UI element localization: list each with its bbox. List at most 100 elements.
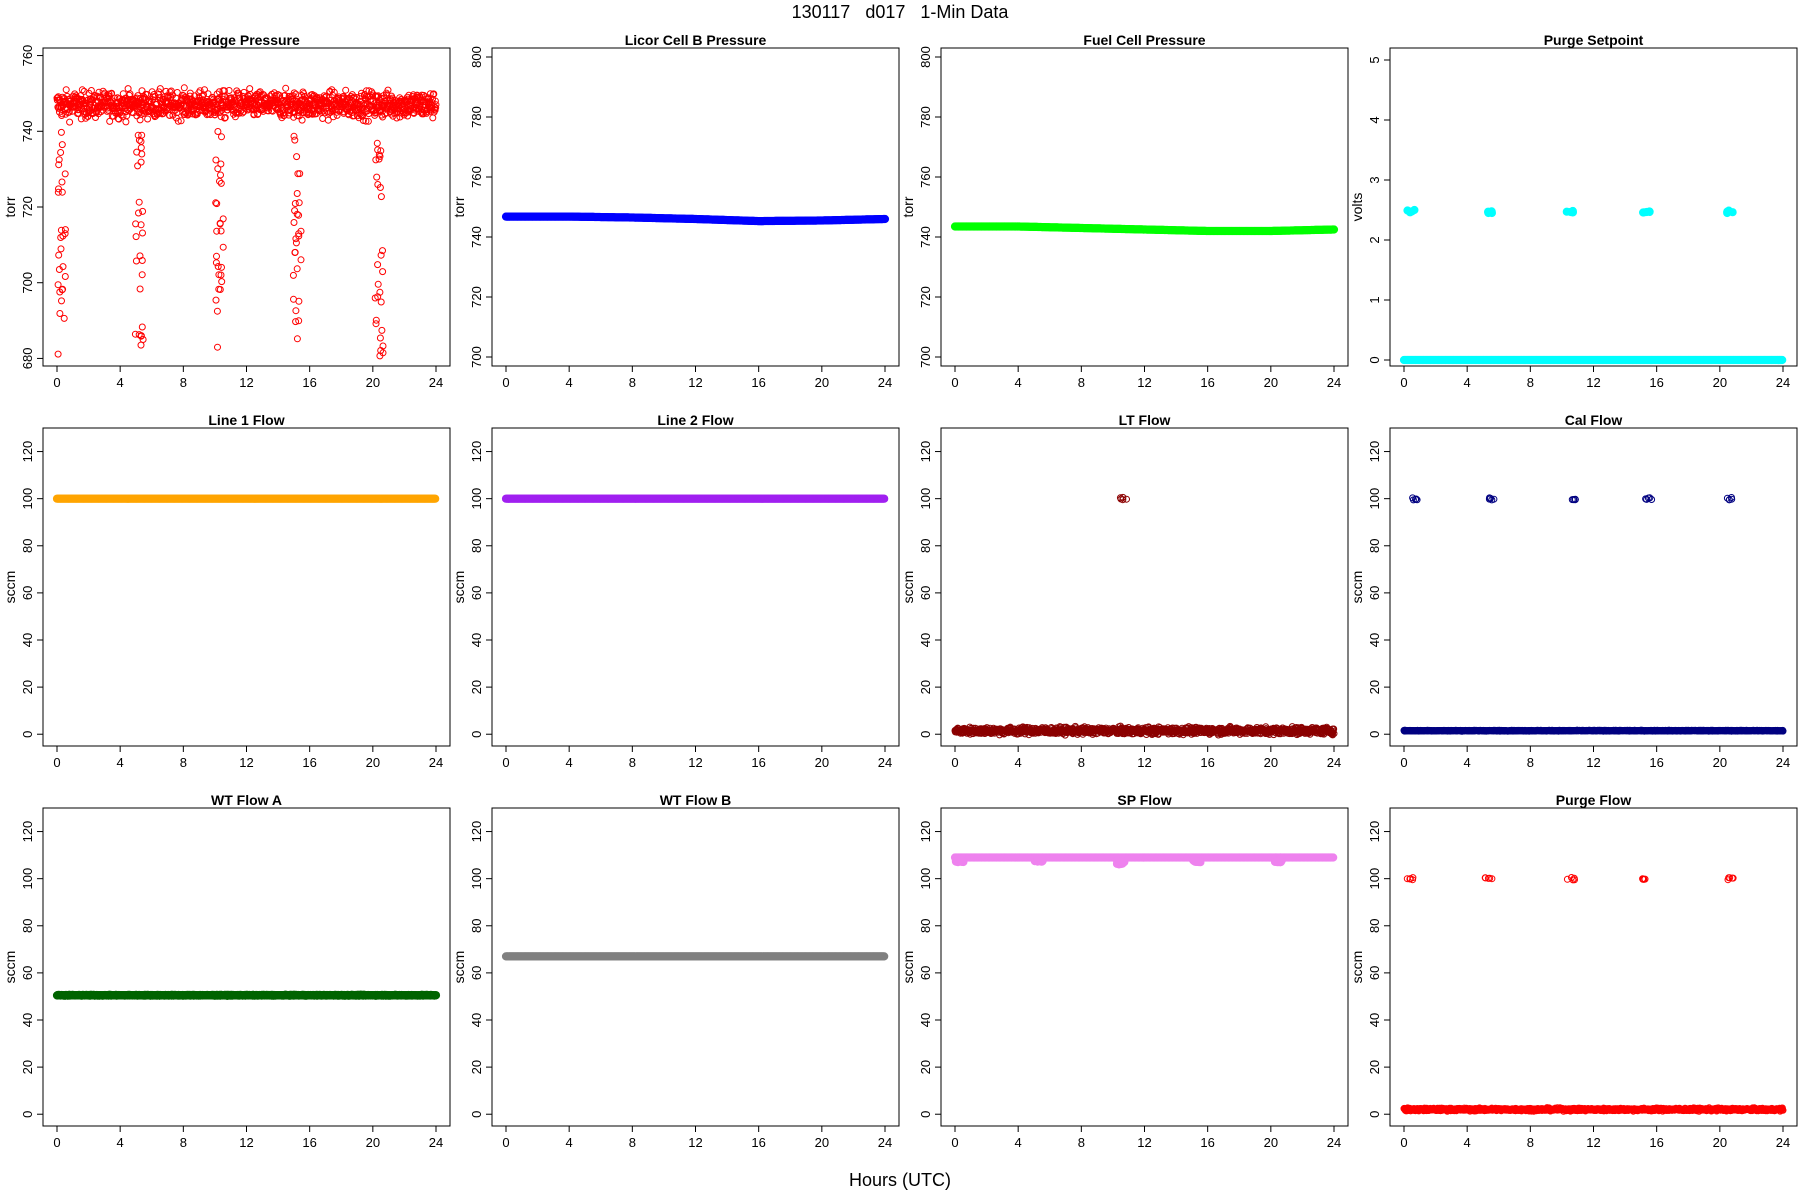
- data-point: [214, 343, 221, 351]
- y-axis-label: sccm: [900, 571, 916, 604]
- data-point: [54, 281, 62, 289]
- x-tick-label: 16: [751, 375, 765, 390]
- data-point: [137, 144, 145, 152]
- data-points: [52, 494, 440, 503]
- panel-title: Line 2 Flow: [657, 412, 733, 428]
- x-tick-label: 0: [502, 755, 509, 770]
- data-point: [135, 331, 143, 339]
- y-tick-label: 760: [20, 45, 35, 67]
- y-tick-label: 680: [20, 348, 35, 370]
- y-tick-label: 0: [918, 731, 933, 738]
- plot-frame: [1389, 47, 1798, 367]
- data-point: [291, 136, 299, 144]
- data-point: [295, 199, 303, 207]
- data-point: [324, 116, 332, 124]
- data-point: [293, 335, 301, 343]
- data-point: [1645, 207, 1654, 216]
- y-tick-label: 20: [918, 680, 933, 694]
- data-point: [213, 200, 221, 208]
- y-tick-label: 700: [469, 346, 484, 368]
- data-point: [57, 149, 65, 156]
- data-point: [99, 87, 107, 95]
- x-tick-label: 16: [1200, 755, 1214, 770]
- data-point: [292, 318, 300, 326]
- x-tick-label: 16: [751, 755, 765, 770]
- data-point: [217, 179, 225, 187]
- data-point: [213, 227, 221, 235]
- data-point: [378, 326, 386, 334]
- y-tick-label: 740: [469, 226, 484, 248]
- data-point: [295, 108, 303, 116]
- x-tick-label: 8: [180, 375, 187, 390]
- data-point: [200, 91, 207, 99]
- data-point: [164, 94, 171, 102]
- data-point: [177, 117, 185, 125]
- y-tick-label: 800: [469, 46, 484, 68]
- y-tick-label: 5: [1367, 56, 1382, 63]
- x-tick-label: 12: [688, 375, 702, 390]
- data-point: [145, 97, 153, 105]
- data-point: [186, 92, 194, 100]
- y-tick-label: 1: [1367, 296, 1382, 303]
- data-point: [880, 214, 890, 224]
- y-tick-label: 720: [20, 196, 35, 218]
- data-point: [137, 221, 145, 229]
- data-point: [292, 307, 300, 315]
- data-point: [218, 278, 226, 286]
- data-point: [290, 132, 298, 140]
- data-point: [216, 219, 224, 227]
- data-point: [156, 85, 164, 93]
- data-point: [293, 210, 301, 218]
- x-tick-label: 20: [815, 755, 829, 770]
- data-point: [429, 114, 437, 122]
- data-point: [180, 84, 188, 92]
- data-point: [379, 247, 386, 255]
- data-point: [138, 323, 146, 331]
- plot-frame: [42, 427, 451, 747]
- data-point: [212, 296, 220, 304]
- data-point: [291, 248, 299, 256]
- data-point: [383, 91, 391, 99]
- data-point: [225, 87, 233, 94]
- data-point: [300, 90, 308, 98]
- x-tick-label: 8: [1527, 375, 1534, 390]
- data-point: [136, 116, 144, 124]
- y-tick-label: 80: [20, 539, 35, 553]
- data-point: [431, 494, 440, 503]
- y-tick-label: 120: [20, 441, 35, 463]
- data-point: [58, 188, 66, 196]
- data-point: [1403, 206, 1412, 215]
- data-point: [333, 111, 341, 119]
- panel-title: Licor Cell B Pressure: [625, 32, 767, 48]
- x-tick-label: 8: [1078, 375, 1085, 390]
- data-point: [1568, 208, 1577, 217]
- x-tick-label: 20: [366, 755, 380, 770]
- x-tick-label: 12: [239, 375, 253, 390]
- data-point: [342, 86, 350, 94]
- x-tick-label: 24: [1776, 375, 1790, 390]
- data-point: [377, 193, 385, 201]
- y-tick-label: 700: [20, 272, 35, 294]
- y-tick-label: 80: [469, 539, 484, 553]
- data-point: [231, 113, 239, 121]
- data-point: [1329, 225, 1339, 234]
- data-point: [250, 110, 258, 118]
- panel-title: Fridge Pressure: [193, 32, 300, 48]
- data-point: [212, 199, 220, 207]
- x-tick-label: 16: [1200, 375, 1214, 390]
- data-point: [375, 155, 383, 163]
- y-tick-label: 60: [20, 586, 35, 600]
- data-point: [212, 259, 220, 267]
- data-point: [57, 226, 65, 234]
- data-point: [55, 156, 63, 164]
- data-point: [372, 156, 380, 164]
- y-tick-label: 60: [469, 586, 484, 600]
- y-axis-label: torr: [900, 196, 916, 217]
- y-tick-label: 40: [20, 633, 35, 647]
- x-tick-label: 0: [951, 755, 958, 770]
- data-point: [374, 293, 382, 301]
- data-point: [57, 234, 65, 241]
